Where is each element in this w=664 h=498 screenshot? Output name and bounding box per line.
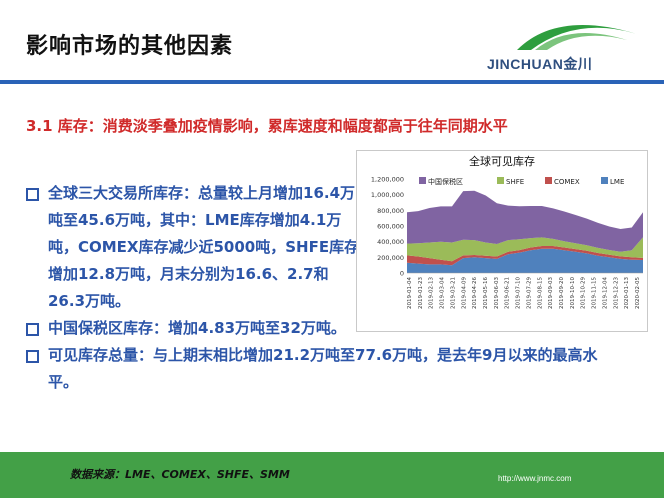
area-series: [407, 190, 643, 252]
x-tick-label: 2019-12-23: [613, 277, 619, 309]
x-tick-label: 2019-04-09: [461, 277, 467, 309]
area-series: [407, 248, 643, 273]
bullet-visible-inventory: 可见库存总量：与上期末相比增加21.2万吨至77.6万吨，是去年9月以来的最高水…: [26, 342, 626, 396]
x-tick-label: 2019-05-16: [483, 277, 489, 309]
x-tick-label: 2019-08-15: [537, 277, 543, 309]
section-title: 3.1 库存：消费淡季叠加疫情影响，累库速度和幅度都高于往年同期水平: [26, 117, 508, 135]
y-tick-label: 200,000: [377, 254, 404, 262]
slide-header: 影响市场的其他因素 JINCHUAN金川: [0, 0, 664, 80]
slide-footer: 数据来源：LME、COMEX、SHFE、SMM http://www.jnmc.…: [0, 452, 664, 498]
legend-label: COMEX: [554, 178, 580, 186]
checkbox-bullet-icon: [26, 350, 39, 363]
checkbox-bullet-icon: [26, 188, 39, 201]
x-tick-label: 2019-07-29: [526, 277, 532, 309]
y-tick-label: 600,000: [377, 223, 404, 231]
y-tick-label: 400,000: [377, 238, 404, 246]
legend-label: 中国保税区: [428, 177, 463, 186]
company-logo: JINCHUAN金川: [487, 6, 657, 76]
website-url: http://www.jnmc.com: [498, 474, 572, 483]
x-tick-label: 2019-03-04: [440, 277, 446, 309]
x-tick-label: 2019-02-13: [429, 277, 435, 309]
page-title: 影响市场的其他因素: [26, 34, 234, 59]
legend-swatch: [601, 177, 608, 184]
bullet-text: 中国保税区库存：增加4.83万吨至32万吨。: [48, 319, 346, 337]
bullet-list: 全球三大交易所库存：总量较上月增加16.4万吨至45.6万吨，其中：LME库存增…: [26, 180, 597, 396]
bullet-bonded-inventory: 中国保税区库存：增加4.83万吨至32万吨。: [26, 315, 626, 342]
x-tick-label: 2019-10-10: [570, 277, 576, 309]
x-tick-label: 2019-09-20: [559, 277, 565, 309]
legend-swatch: [497, 177, 504, 184]
y-tick-label: 0: [400, 270, 404, 278]
y-tick-label: 1,200,000: [371, 176, 404, 184]
x-tick-label: 2019-07-10: [516, 277, 522, 309]
x-tick-label: 2020-01-13: [624, 277, 630, 309]
x-tick-label: 2019-09-03: [548, 277, 554, 309]
x-tick-label: 2019-11-15: [592, 277, 598, 309]
y-tick-label: 800,000: [377, 207, 404, 215]
x-tick-label: 2019-06-21: [505, 277, 511, 309]
bullet-text: 可见库存总量：与上期末相比增加21.2万吨至77.6万吨，是去年9月以来的最高水…: [48, 346, 598, 391]
x-tick-label: 2019-03-21: [450, 277, 456, 309]
area-series: [407, 237, 643, 262]
chart-title: 全球可见库存: [469, 154, 535, 168]
bullet-text: 全球三大交易所库存：总量较上月增加16.4万吨至45.6万吨，其中：LME库存增…: [48, 184, 360, 310]
x-tick-label: 2019-06-03: [494, 277, 500, 309]
legend-label: SHFE: [506, 178, 524, 186]
inventory-chart: 全球可见库存 中国保税区 SHFE COMEX LME 1,200,000 1,000,00…: [356, 150, 648, 332]
header-divider: [0, 80, 664, 84]
bullet-exchange-inventory: 全球三大交易所库存：总量较上月增加16.4万吨至45.6万吨，其中：LME库存增…: [26, 180, 361, 315]
y-tick-label: 1,000,000: [371, 191, 404, 199]
x-tick-label: 2019-04-26: [472, 277, 478, 309]
x-tick-label: 2019-10-29: [581, 277, 587, 309]
data-source: 数据来源：LME、COMEX、SHFE、SMM: [70, 468, 290, 481]
legend-swatch: [545, 177, 552, 184]
x-tick-label: 2019-01-23: [418, 277, 424, 309]
checkbox-bullet-icon: [26, 323, 39, 336]
x-tick-label: 2020-02-05: [635, 277, 641, 309]
legend-swatch: [419, 177, 426, 184]
logo-text: JINCHUAN金川: [487, 56, 593, 72]
x-tick-label: 2019-12-04: [602, 277, 608, 309]
area-series: [407, 246, 643, 266]
legend-label: LME: [610, 178, 624, 186]
x-tick-label: 2019-01-04: [407, 277, 413, 309]
logo-arc-icon: [517, 25, 637, 50]
